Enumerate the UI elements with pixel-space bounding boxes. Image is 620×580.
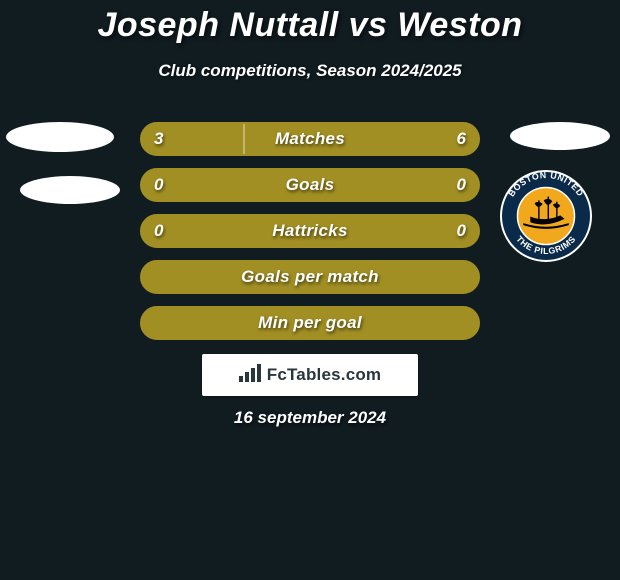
stat-bar-right-value: 0 [457, 214, 466, 248]
fctables-logo-text: FcTables.com [267, 365, 382, 385]
page-title: Joseph Nuttall vs Weston [0, 0, 620, 45]
date-line: 16 september 2024 [0, 408, 620, 428]
stat-bar-label: Matches [140, 122, 480, 156]
oval-placeholder [510, 122, 610, 150]
page-subtitle: Club competitions, Season 2024/2025 [0, 61, 620, 81]
fctables-bars-icon [239, 364, 261, 387]
stat-bar-row: Min per goal [140, 306, 480, 340]
stat-bar-label: Min per goal [140, 306, 480, 340]
stat-bar-right-value: 6 [457, 122, 466, 156]
stat-bar-row: Matches3 6 [140, 122, 480, 156]
stat-bar-row: Goals0 0 [140, 168, 480, 202]
right-club-badge: BOSTON UNITED THE PILGRIMS [500, 170, 592, 262]
oval-placeholder [20, 176, 120, 204]
stat-bar-label: Goals per match [140, 260, 480, 294]
stat-bar-left-value: 0 [154, 214, 163, 248]
stat-bar-label: Goals [140, 168, 480, 202]
stat-bar-label: Hattricks [140, 214, 480, 248]
oval-placeholder [6, 122, 114, 152]
fctables-logo-box: FcTables.com [202, 354, 418, 396]
stat-bar-row: Goals per match [140, 260, 480, 294]
stat-bar-left-value: 3 [154, 122, 163, 156]
stat-bar-right-value: 0 [457, 168, 466, 202]
stat-bar-row: Hattricks0 0 [140, 214, 480, 248]
stat-bar-left-value: 0 [154, 168, 163, 202]
stat-bars: Matches36Goals00Hattricks00Goals per mat… [140, 122, 480, 352]
